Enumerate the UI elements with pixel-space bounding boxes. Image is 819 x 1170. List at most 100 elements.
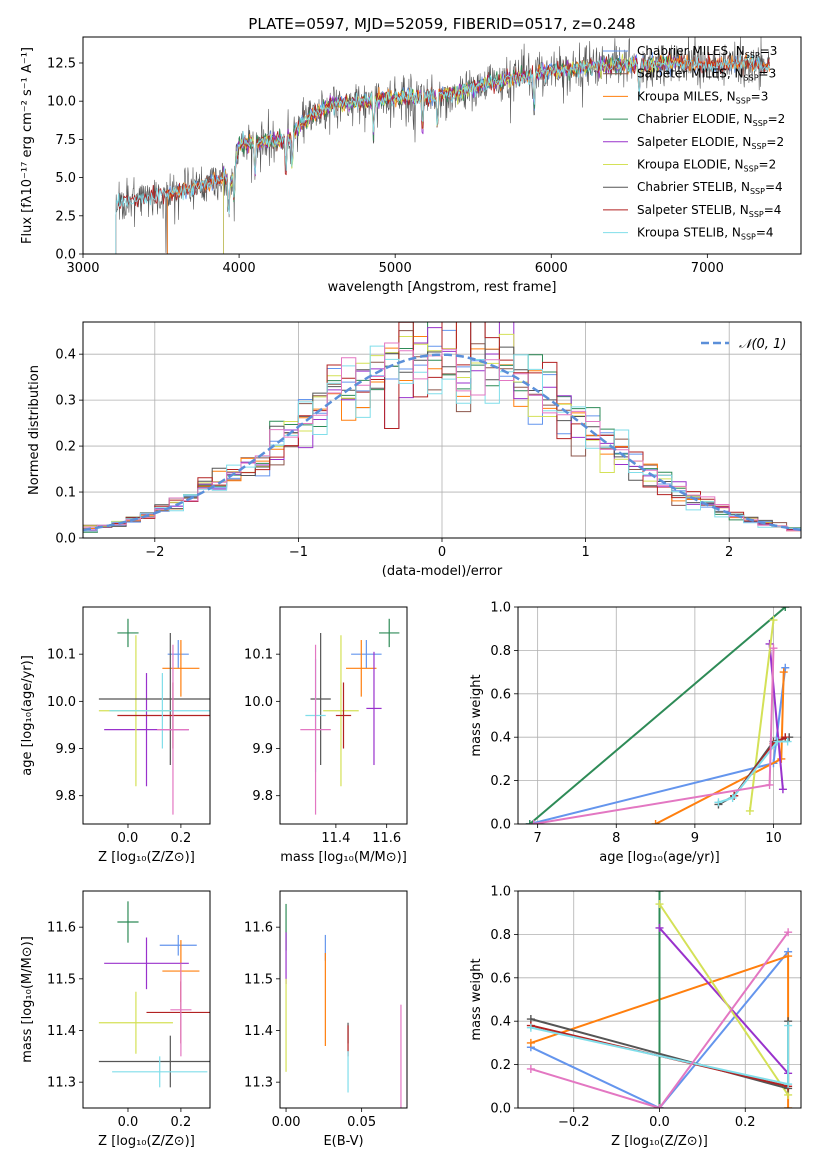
errorbar-point-1 <box>162 640 200 697</box>
y-tick-label: 9.8 <box>55 789 76 804</box>
weight-marker <box>781 733 790 742</box>
legend-label-post: =2 <box>768 112 786 126</box>
legend-label-post: =2 <box>759 158 777 172</box>
errorbar-point-8 <box>300 644 331 815</box>
y-tick-label: 0.4 <box>490 1015 511 1030</box>
y-tick-label: 7.5 <box>55 133 76 148</box>
weight-series-0 <box>529 667 787 824</box>
legend-label-post: =3 <box>751 89 769 103</box>
y-tick-label: 11.3 <box>47 1076 76 1091</box>
y-tick-label: 0.6 <box>490 971 511 986</box>
weight-marker <box>784 1080 793 1089</box>
legend-label: Salpeter STELIB, NSSP=4 <box>637 203 781 219</box>
weight-marker <box>526 1038 535 1047</box>
errorbar-point-7 <box>112 1056 208 1088</box>
axes-frame <box>517 606 802 825</box>
y-tick-label: 0.0 <box>55 532 76 547</box>
weight-marker <box>773 737 782 746</box>
histogram-series-9 <box>83 342 801 538</box>
weight-marker <box>529 820 538 824</box>
legend-label-text: Kroupa MILES, N <box>637 89 736 103</box>
weight-marker <box>655 923 664 932</box>
weight-series-8 <box>530 931 789 1108</box>
x-axis-label: mass [log₁₀(M/M⊙)] <box>280 850 407 865</box>
legend-label: Chabrier STELIB, NSSP=4 <box>637 180 783 196</box>
x-tick-label: −0.2 <box>558 1115 590 1130</box>
legend-label-post: =4 <box>756 226 774 240</box>
x-tick-label: 4000 <box>223 261 256 276</box>
axes-frame <box>82 890 211 1109</box>
x-axis-label: Z [log₁₀(Z/Z⊙)] <box>98 1134 195 1149</box>
weight-marker <box>728 793 737 802</box>
legend-label-text: Chabrier MILES, N <box>637 44 745 58</box>
x-tick-label: 0.2 <box>171 831 192 846</box>
y-tick-label: 1.0 <box>490 885 511 900</box>
x-tick-label: 11.4 <box>321 831 350 846</box>
y-tick-label: 0.8 <box>490 928 511 943</box>
weight-marker <box>655 900 664 909</box>
y-tick-label: 10.0 <box>244 695 273 710</box>
y-tick-label: 5.0 <box>55 171 76 186</box>
legend-label: Salpeter MILES, NSSP=3 <box>637 67 776 83</box>
y-tick-label: 11.6 <box>47 921 76 936</box>
plot-area <box>98 618 210 815</box>
errorbar-point-5 <box>98 1035 210 1088</box>
axes-weight-vs-age: 7 8 9 10 0.0 0.2 0.4 0.6 0.8 1.0 age [log₁₀(age/yr… <box>469 601 802 865</box>
weight-marker <box>651 820 660 824</box>
axes-age-vs-Z: 0.0 0.2 9.8 9.9 10.0 10.1 Z [log₁₀(Z/Z⊙)] age [… <box>20 606 211 865</box>
axes-frame <box>82 36 802 255</box>
legend-label-sub: SSP <box>749 210 764 219</box>
y-tick-label: 0.2 <box>490 1058 511 1073</box>
legend-label: Kroupa ELODIE, NSSP=2 <box>637 158 776 174</box>
y-tick-label: 0.0 <box>490 818 511 833</box>
weight-marker <box>781 607 790 611</box>
weight-series-3 <box>768 643 784 790</box>
errorbar-point-5 <box>98 632 210 766</box>
plot-area <box>526 891 793 1108</box>
x-tick-label: 7000 <box>691 261 724 276</box>
spectrum-series-8 <box>115 54 770 254</box>
x-tick-label: 5000 <box>379 261 412 276</box>
axes-frame <box>517 890 802 1109</box>
x-tick-label: 0.0 <box>118 831 139 846</box>
axes-mass-vs-ebv: 0.00 0.05 11.3 11.4 11.5 11.6 E(B-V) <box>244 890 408 1149</box>
errorbar-point-8 <box>170 963 192 1057</box>
errorbar-point-2 <box>117 618 139 648</box>
y-axis-label: mass weight <box>469 674 484 756</box>
x-tick-label: 0.0 <box>649 1115 670 1130</box>
legend-label: Chabrier MILES, NSSP=3 <box>637 44 777 60</box>
weight-series-4 <box>748 619 775 812</box>
errorbar-point-6 <box>335 682 352 749</box>
chart-title: PLATE=0597, MJD=52059, FIBERID=0517, z=0… <box>248 15 635 33</box>
legend-label-sub: SSP <box>741 233 756 242</box>
x-axis-label: Z [log₁₀(Z/Z⊙)] <box>611 1134 708 1149</box>
y-axis-label: Flux [fλ10⁻¹⁷ erg cm⁻² s⁻¹ A⁻¹] <box>20 47 35 244</box>
legend-label-post: =3 <box>759 67 777 81</box>
legend-label-sub: SSP <box>736 96 751 105</box>
legend-label: 𝒩(0, 1) <box>739 337 786 352</box>
weight-marker <box>655 1104 664 1108</box>
weight-series-0 <box>530 951 789 1108</box>
weight-marker <box>745 806 754 815</box>
legend-label-text: Salpeter MILES, N <box>637 67 744 81</box>
y-tick-label: 1.0 <box>490 601 511 616</box>
y-tick-label: 2.5 <box>55 209 76 224</box>
errorbar-point-3 <box>104 937 189 990</box>
weight-marker <box>779 668 788 677</box>
legend-label: Kroupa MILES, NSSP=3 <box>637 89 768 105</box>
x-tick-label: 7 <box>534 831 542 846</box>
y-tick-label: 11.5 <box>47 972 76 987</box>
errorbar-point-4 <box>323 635 359 787</box>
legend-label-text: Kroupa STELIB, N <box>637 226 741 240</box>
legend-label: Salpeter ELODIE, NSSP=2 <box>637 135 784 151</box>
weight-series-4 <box>658 903 789 1096</box>
x-tick-label: 9 <box>691 831 699 846</box>
y-axis-label: Normed distribution <box>27 365 42 495</box>
axes-mass-vs-Z: 0.0 0.2 11.3 11.4 11.5 11.6 Z [log₁₀(Z/Z⊙)] mas… <box>20 890 211 1149</box>
axes-frame <box>82 606 211 825</box>
weight-marker <box>655 891 664 895</box>
y-tick-label: 10.1 <box>47 648 76 663</box>
axes-residuals: −2 −1 0 1 2 0.0 0.1 0.2 0.3 0.4 (data-model)/error… <box>27 321 802 579</box>
axes-weight-vs-Z: −0.2 0.0 0.2 0.0 0.2 0.4 0.6 0.8 1.0 Z [log₁₀(Z/Z… <box>469 885 802 1149</box>
weight-marker <box>784 952 793 961</box>
